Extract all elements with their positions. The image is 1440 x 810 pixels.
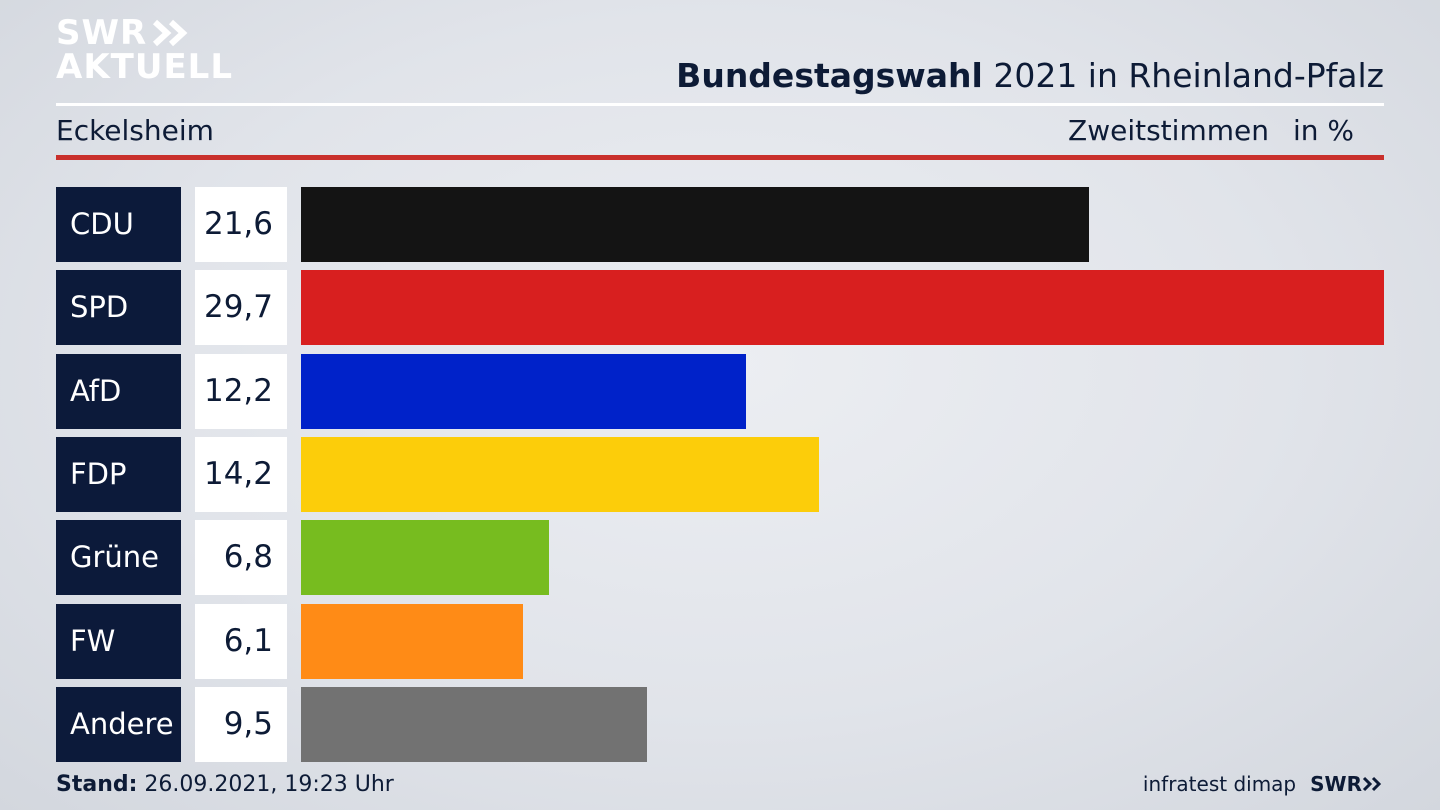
logo-swr-text: SWR	[56, 13, 148, 53]
bar-row: AfD 12,2	[56, 354, 1384, 429]
bar	[301, 604, 523, 679]
bar-row: Andere 9,5	[56, 687, 1384, 762]
footer-swr-text: SWR	[1310, 772, 1362, 796]
value-label: 6,1	[195, 604, 287, 679]
bar	[301, 187, 1089, 262]
bar-row: SPD 29,7	[56, 270, 1384, 345]
value-label: 21,6	[195, 187, 287, 262]
bar	[301, 354, 746, 429]
bar	[301, 520, 549, 595]
source-name: infratest dimap	[1142, 772, 1297, 796]
accent-divider	[56, 155, 1384, 160]
double-chevron-icon	[153, 19, 188, 47]
page-title-bold: Bundestagswahl	[676, 56, 983, 95]
bar	[301, 270, 1384, 345]
bar	[301, 687, 647, 762]
timestamp-value: 26.09.2021, 19:23 Uhr	[144, 772, 394, 797]
logo-aktuell-text: AKTUELL	[56, 47, 234, 87]
party-label: Grüne	[56, 520, 181, 595]
bar-row: FW 6,1	[56, 604, 1384, 679]
value-label: 9,5	[195, 687, 287, 762]
value-label: 12,2	[195, 354, 287, 429]
metric-unit: in %	[1292, 114, 1354, 147]
swr-aktuell-logo: SWR AKTUELL	[56, 16, 233, 84]
header-divider	[56, 103, 1384, 106]
party-label: FDP	[56, 437, 181, 512]
source-credit: infratest dimap SWR	[1143, 772, 1384, 796]
bar-row: Grüne 6,8	[56, 520, 1384, 595]
party-label: CDU	[56, 187, 181, 262]
double-chevron-icon	[1362, 776, 1382, 792]
value-label: 14,2	[195, 437, 287, 512]
footer-swr-logo: SWR	[1310, 772, 1384, 796]
timestamp-label: Stand:	[56, 772, 138, 797]
page-title: Bundestagswahl 2021 in Rheinland-Pfalz	[676, 56, 1384, 95]
bar-chart: CDU 21,6 SPD 29,7 AfD 12,2 FDP 14,2 Grüne 6,8 FW 6,…	[56, 187, 1384, 762]
metric-label: Zweitstimmen in %	[1068, 114, 1354, 147]
page-title-rest: 2021 in Rheinland-Pfalz	[993, 56, 1384, 95]
party-label: AfD	[56, 354, 181, 429]
bar-row: CDU 21,6	[56, 187, 1384, 262]
party-label: Andere	[56, 687, 181, 762]
timestamp: Stand: 26.09.2021, 19:23 Uhr	[56, 772, 394, 797]
party-label: SPD	[56, 270, 181, 345]
region-name: Eckelsheim	[56, 114, 214, 147]
bar-row: FDP 14,2	[56, 437, 1384, 512]
bar	[301, 437, 819, 512]
value-label: 6,8	[195, 520, 287, 595]
metric-name: Zweitstimmen	[1068, 114, 1269, 147]
party-label: FW	[56, 604, 181, 679]
value-label: 29,7	[195, 270, 287, 345]
